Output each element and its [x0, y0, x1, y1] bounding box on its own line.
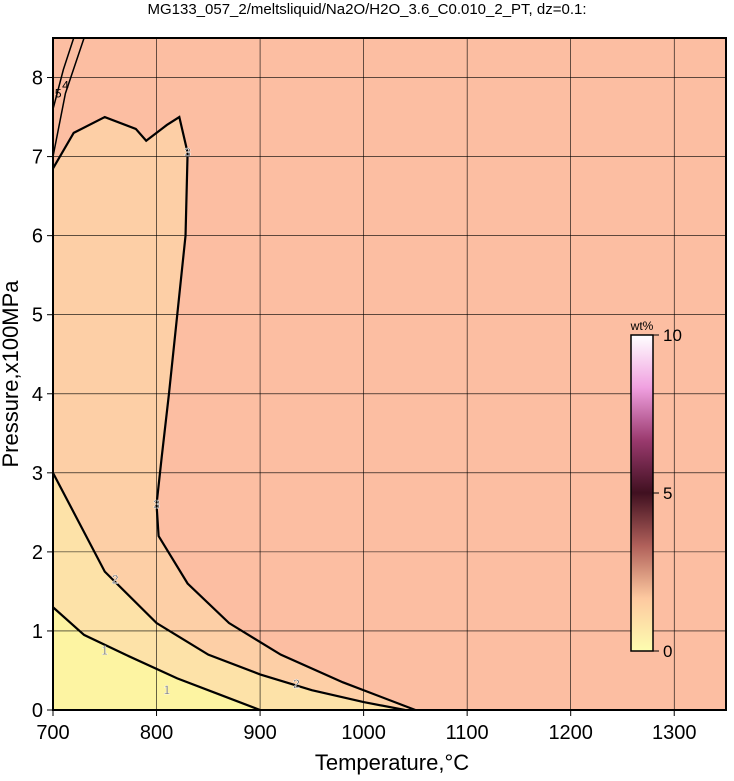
contour-label: 5 [55, 86, 62, 100]
y-tick-label: 8 [32, 68, 43, 90]
chart-title: MG133_057_2/meltsliquid/Na2O/H2O_3.6_C0.… [147, 1, 586, 18]
y-tick-label: 6 [32, 226, 43, 248]
y-tick-label: 3 [32, 463, 43, 485]
contour-line [53, 606, 261, 710]
y-tick-label: 5 [32, 305, 43, 327]
y-tick-label: 0 [32, 700, 43, 722]
contour-label: 3 [184, 146, 191, 160]
contour-label: 2 [293, 677, 300, 691]
y-tick-label: 2 [32, 542, 43, 564]
colorbar-label: wt% [630, 319, 654, 333]
contour-line [53, 38, 75, 110]
x-axis-label: Temperature,°C [315, 750, 469, 775]
contour-line [53, 38, 85, 157]
y-tick-label: 4 [32, 384, 43, 406]
x-tick-label: 900 [243, 722, 276, 744]
y-tick-label: 7 [32, 147, 43, 169]
x-tick-label: 1300 [652, 722, 697, 744]
x-tick-label: 800 [140, 722, 173, 744]
colorbar-tick-label: 5 [663, 484, 672, 503]
y-tick-label: 1 [32, 621, 43, 643]
contour-label: 2 [112, 573, 119, 587]
x-tick-label: 1200 [548, 722, 593, 744]
contour-label: 1 [101, 644, 108, 658]
colorbar-tick-label: 0 [663, 642, 672, 661]
y-axis-label: Pressure,x100MPa [0, 280, 23, 468]
contour-fill [53, 117, 416, 710]
colorbar [630, 334, 654, 652]
contour-line [53, 472, 406, 710]
contour-label: 4 [62, 78, 69, 92]
x-tick-label: 700 [36, 722, 69, 744]
x-tick-label: 1100 [446, 722, 489, 744]
plot-frame [52, 37, 727, 711]
contour-fill [53, 607, 261, 710]
colorbar-tick-label: 10 [663, 326, 682, 345]
contour-fill [53, 472, 406, 710]
contour-label: 1 [164, 683, 171, 697]
x-tick-label: 1000 [341, 722, 386, 744]
